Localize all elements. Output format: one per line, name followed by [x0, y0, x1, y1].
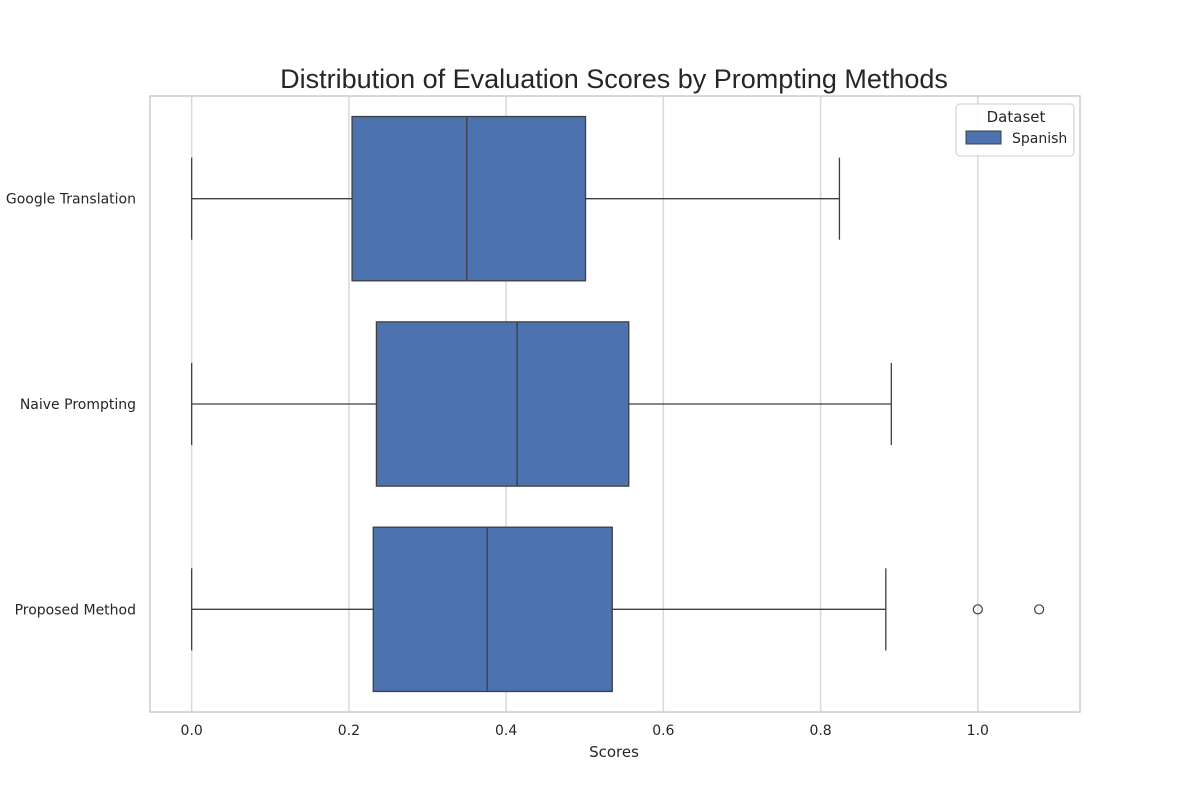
x-tick-label: 0.8: [809, 723, 831, 739]
y-tick-label: Proposed Method: [15, 602, 136, 618]
plot-frame: [149, 95, 1081, 713]
boxes: [191, 115, 1045, 693]
box-group: [191, 526, 1045, 693]
box-iqr: [351, 115, 587, 282]
x-axis-label: Scores: [589, 743, 639, 761]
legend: Dataset Spanish: [955, 103, 1075, 157]
axis-ticks: 0.0 0.2 0.4 0.6 0.8 1.0 Google Translation Naiv…: [6, 192, 989, 739]
chart-title: Distribution of Evaluation Scores by Pro…: [280, 64, 948, 94]
x-tick-label: 0.6: [652, 723, 674, 739]
box-group: [191, 321, 892, 487]
box-group: [191, 115, 841, 282]
outlier-point: [1034, 604, 1045, 615]
box-iqr: [375, 321, 630, 487]
y-tick-label: Google Translation: [6, 192, 136, 208]
legend-title: Dataset: [987, 108, 1046, 126]
x-tick-label: 0.4: [495, 723, 517, 739]
legend-swatch: [965, 130, 1002, 145]
outlier-point: [972, 604, 983, 615]
x-tick-label: 0.0: [181, 723, 203, 739]
legend-label-spanish: Spanish: [1012, 131, 1067, 147]
box-iqr: [372, 526, 613, 693]
x-tick-label: 0.2: [338, 723, 360, 739]
y-tick-label: Naive Prompting: [20, 397, 136, 413]
x-tick-label: 1.0: [967, 723, 989, 739]
